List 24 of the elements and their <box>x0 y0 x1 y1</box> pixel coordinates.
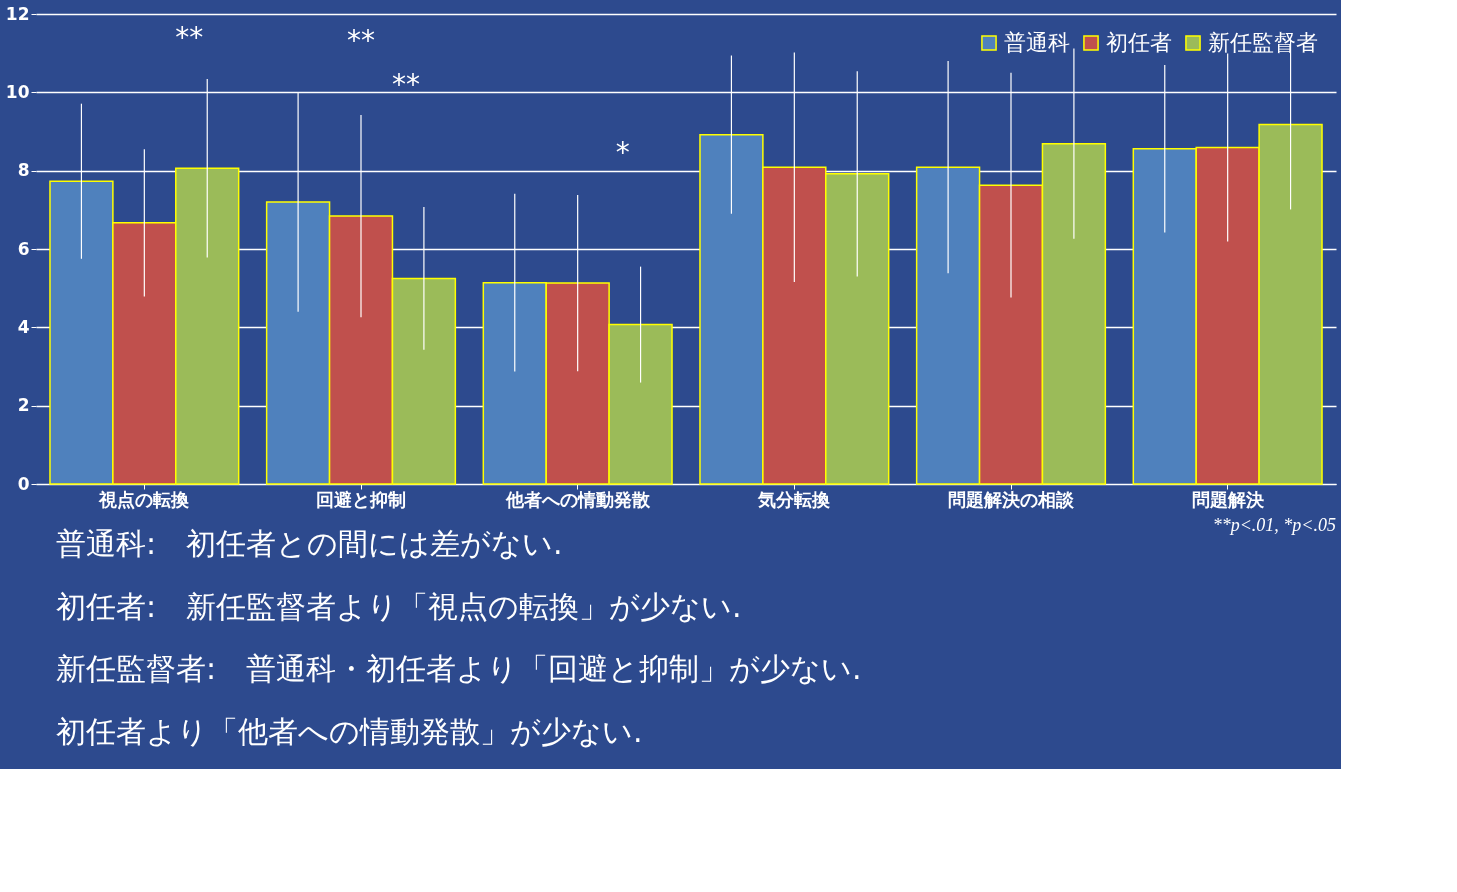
y-tick-label: 10 <box>5 81 30 102</box>
y-tick-label: 2 <box>17 395 30 416</box>
text: 初任者: 新任監督者より「視点の転換」が少ない. <box>56 588 742 624</box>
x-tick-label: 問題解決の相談 <box>948 488 1075 510</box>
x-tick-label: 問題解決 <box>1191 488 1265 510</box>
text: 新任監督者: 普通科・初任者より「回避と抑制」が少ない. <box>56 651 862 687</box>
x-tick-label: 気分転換 <box>757 488 832 510</box>
annotation: ** <box>347 24 375 57</box>
text: **p<.01, *p<.05 <box>1212 515 1336 535</box>
x-tick-label: 視点の転換 <box>98 488 191 510</box>
text: 普通科: 初任者との間には差がない. <box>56 526 563 562</box>
annotation: ** <box>392 68 420 101</box>
legend-label: 初任者 <box>1106 30 1172 55</box>
x-tick-label: 他者への情動発散 <box>504 488 651 510</box>
y-tick-label: 12 <box>5 3 30 24</box>
x-tick-label: 回避と抑制 <box>316 488 406 510</box>
y-tick-label: 8 <box>17 160 30 181</box>
y-tick-label: 4 <box>17 316 30 337</box>
annotation: * <box>615 136 630 169</box>
text: 初任者より「他者への情動発散」が少ない. <box>56 713 643 749</box>
legend-label: 普通科 <box>1004 30 1070 55</box>
y-tick-label: 0 <box>17 473 30 494</box>
y-tick-label: 6 <box>17 238 30 259</box>
annotation: ** <box>175 21 204 54</box>
